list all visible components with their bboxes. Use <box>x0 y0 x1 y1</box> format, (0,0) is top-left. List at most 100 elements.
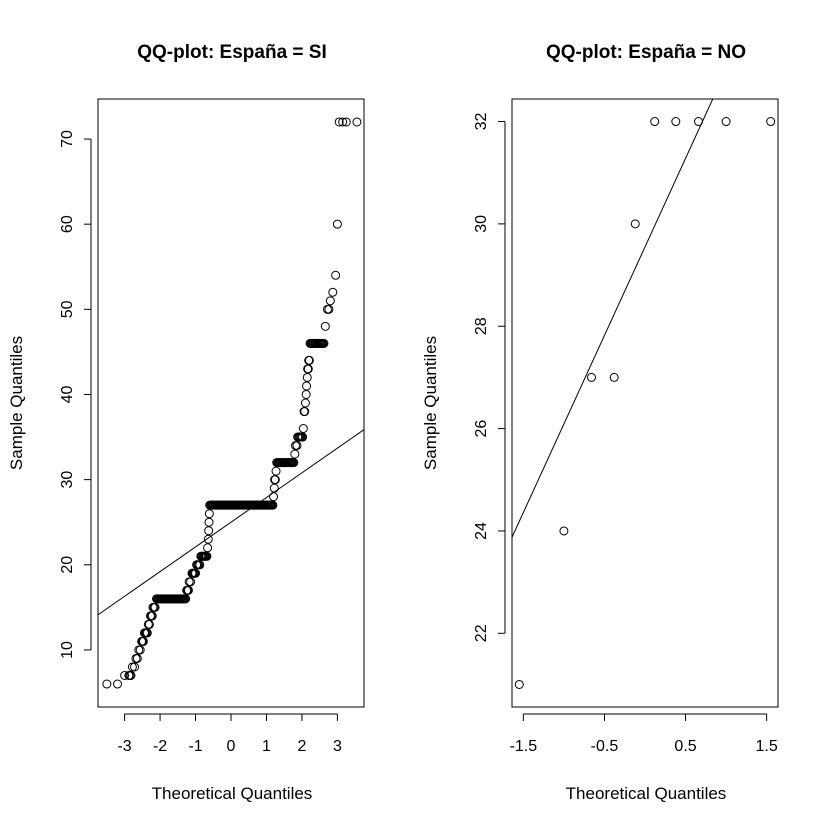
data-point <box>630 219 640 229</box>
data-point <box>203 543 213 553</box>
data-point <box>269 483 279 493</box>
x-tick-label: 0.5 <box>674 738 696 755</box>
data-point <box>102 679 112 689</box>
data-point <box>186 577 196 587</box>
data-point <box>144 619 154 629</box>
y-tick-label: 32 <box>473 113 490 131</box>
data-point <box>338 117 348 127</box>
data-point <box>120 670 130 680</box>
data-point <box>328 287 338 297</box>
data-point <box>191 568 201 578</box>
y-tick-label: 60 <box>59 215 76 233</box>
x-tick-label: -1 <box>188 738 202 755</box>
data-point <box>292 441 302 451</box>
data-point <box>334 117 344 127</box>
data-point <box>300 407 310 417</box>
x-tick-label: -0.5 <box>591 738 619 755</box>
data-point <box>195 560 205 570</box>
data-point <box>319 338 329 348</box>
y-tick-label: 20 <box>59 556 76 574</box>
x-axis-label: Theoretical Quantiles <box>152 784 313 803</box>
data-point <box>586 372 596 382</box>
x-tick-label: -3 <box>117 738 131 755</box>
data-point <box>126 670 136 680</box>
data-point <box>352 117 362 127</box>
y-tick-label: 26 <box>473 420 490 438</box>
data-point <box>130 662 140 672</box>
data-point <box>721 117 731 127</box>
data-point <box>302 372 312 382</box>
y-tick-label: 70 <box>59 130 76 148</box>
data-point <box>300 398 310 408</box>
y-tick-label: 40 <box>59 385 76 403</box>
data-point <box>290 449 300 459</box>
data-point <box>325 296 335 306</box>
data-point <box>203 534 213 544</box>
plot-frame <box>97 98 365 708</box>
data-point <box>320 321 330 331</box>
y-tick-label: 30 <box>473 215 490 233</box>
data-point <box>270 475 280 485</box>
y-tick-label: 30 <box>59 471 76 489</box>
data-point <box>303 364 313 374</box>
data-point <box>132 653 142 663</box>
data-point <box>181 594 191 604</box>
data-point <box>113 679 123 689</box>
data-point <box>127 662 137 672</box>
data-point <box>202 551 212 561</box>
data-point <box>332 219 342 229</box>
x-tick-label: -2 <box>153 738 167 755</box>
x-tick-label: 3 <box>333 738 342 755</box>
data-point <box>268 500 278 510</box>
chart-title: QQ-plot: España = NO <box>546 42 746 63</box>
qq-plot-panel-no: QQ-plot: España = NO Theoretical Quantil… <box>421 42 779 803</box>
y-tick-label: 50 <box>59 300 76 318</box>
data-point <box>147 611 157 621</box>
x-tick-label: -1.5 <box>510 738 538 755</box>
qq-plot-panel-si: QQ-plot: España = SI Theoretical Quantil… <box>7 42 365 803</box>
data-point <box>204 509 214 519</box>
data-point <box>269 492 279 502</box>
data-point <box>650 117 660 127</box>
data-point <box>183 585 193 595</box>
data-point <box>694 117 704 127</box>
y-tick-label: 22 <box>473 624 490 642</box>
x-tick-label: 1 <box>262 738 271 755</box>
x-tick-label: 2 <box>297 738 306 755</box>
data-point <box>204 517 214 527</box>
data-point <box>341 117 351 127</box>
qq-reference-line <box>512 99 714 539</box>
data-point <box>204 526 214 536</box>
data-point <box>559 526 569 536</box>
data-point <box>135 645 145 655</box>
y-tick-label: 24 <box>473 522 490 540</box>
x-tick-label: 0 <box>227 738 236 755</box>
data-point <box>150 602 160 612</box>
data-point <box>138 636 148 646</box>
data-point <box>302 381 312 391</box>
data-point <box>298 424 308 434</box>
chart-title: QQ-plot: España = SI <box>137 42 327 63</box>
data-point <box>331 270 341 280</box>
qq-reference-line <box>98 429 364 616</box>
data-point <box>514 679 524 689</box>
y-axis-label: Sample Quantiles <box>7 336 26 470</box>
y-tick-label: 28 <box>473 317 490 335</box>
data-point <box>324 304 334 314</box>
y-tick-label: 10 <box>59 641 76 659</box>
plot-content <box>512 99 776 689</box>
data-point <box>766 117 776 127</box>
y-axis-label: Sample Quantiles <box>421 336 440 470</box>
x-tick-label: 1.5 <box>756 738 778 755</box>
data-point <box>142 628 152 638</box>
data-point <box>301 389 311 399</box>
data-point <box>609 372 619 382</box>
data-point <box>271 466 281 476</box>
plot-frame <box>511 98 779 708</box>
plot-content <box>98 117 364 689</box>
x-axis-label: Theoretical Quantiles <box>566 784 727 803</box>
data-point <box>671 117 681 127</box>
data-point <box>289 458 299 468</box>
data-point <box>304 355 314 365</box>
